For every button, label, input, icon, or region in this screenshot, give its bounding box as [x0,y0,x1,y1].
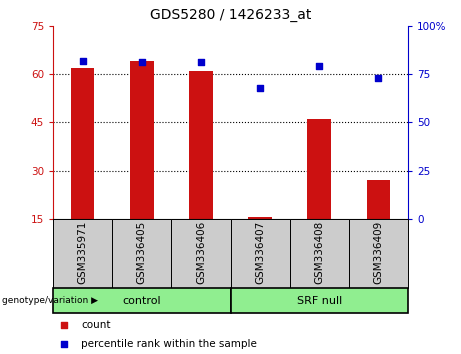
Point [60,341,67,347]
Text: SRF null: SRF null [296,296,342,306]
Bar [366,180,390,219]
Bar [53,219,112,288]
Bar [230,219,290,288]
Point [60,322,67,327]
Bar [307,119,331,219]
Point [138,60,145,65]
Bar [130,61,154,219]
Bar [71,68,95,219]
Text: GSM336407: GSM336407 [255,221,265,284]
Point [375,75,382,81]
Text: count: count [82,320,111,330]
Title: GDS5280 / 1426233_at: GDS5280 / 1426233_at [150,8,311,22]
Text: GSM336406: GSM336406 [196,221,206,284]
Text: percentile rank within the sample: percentile rank within the sample [82,339,257,349]
Point [197,60,205,65]
Text: GSM335971: GSM335971 [77,221,88,284]
Bar [171,219,230,288]
Text: GSM336408: GSM336408 [314,221,324,284]
Bar [189,71,213,219]
Text: genotype/variation ▶: genotype/variation ▶ [2,296,98,305]
Bar [290,219,349,288]
Text: control: control [123,296,161,306]
Point [315,63,323,69]
Text: GSM336405: GSM336405 [137,221,147,284]
Bar [349,219,408,288]
Point [79,58,86,63]
Text: GSM336409: GSM336409 [373,221,384,284]
Point [256,85,264,90]
Bar [230,288,408,313]
Bar [248,217,272,219]
Bar [53,288,230,313]
Bar [112,219,171,288]
